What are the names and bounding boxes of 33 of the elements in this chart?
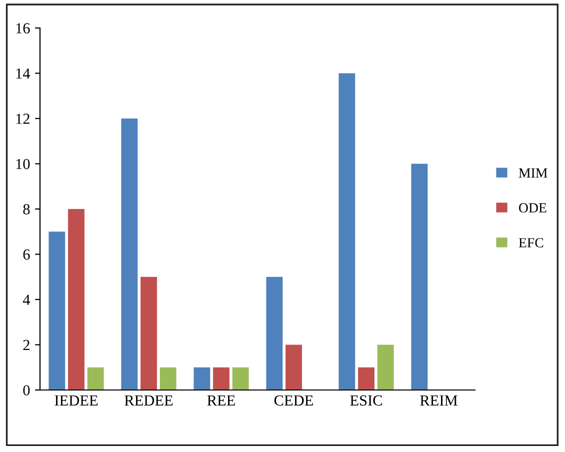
x-tick-label: CEDE — [274, 395, 313, 406]
y-tick-label: 8 — [23, 204, 30, 214]
bar — [213, 367, 230, 390]
x-tick-label: ESIC — [350, 395, 382, 406]
y-tick-label: 2 — [23, 340, 30, 350]
bar — [194, 367, 210, 390]
legend-label: EFC — [518, 238, 544, 248]
y-tick-label: 12 — [16, 114, 30, 124]
legend-label: ODE — [518, 203, 546, 213]
x-tick-label: REDEE — [124, 395, 173, 406]
bar — [286, 344, 302, 390]
bar — [87, 367, 104, 390]
bar — [48, 232, 66, 390]
bar — [266, 276, 283, 390]
y-tick-label: 0 — [23, 385, 30, 396]
bar — [377, 344, 394, 390]
legend-label: MIM — [518, 168, 548, 178]
x-tick-label: REIM — [420, 395, 458, 406]
bar — [121, 118, 138, 390]
y-tick-label: 4 — [22, 294, 30, 305]
x-tick-label: IEDEE — [54, 395, 98, 406]
y-tick-label: 10 — [16, 158, 30, 170]
x-tick-label: REE — [207, 395, 235, 406]
bar — [338, 73, 356, 390]
bar — [232, 367, 249, 390]
bar — [358, 367, 374, 390]
bar — [68, 209, 84, 390]
y-tick-label: 16 — [16, 23, 30, 34]
bar — [160, 367, 176, 390]
bar — [411, 164, 428, 390]
y-tick-label: 6 — [23, 249, 30, 260]
y-tick-label: 14 — [16, 68, 30, 79]
bar — [140, 276, 157, 390]
